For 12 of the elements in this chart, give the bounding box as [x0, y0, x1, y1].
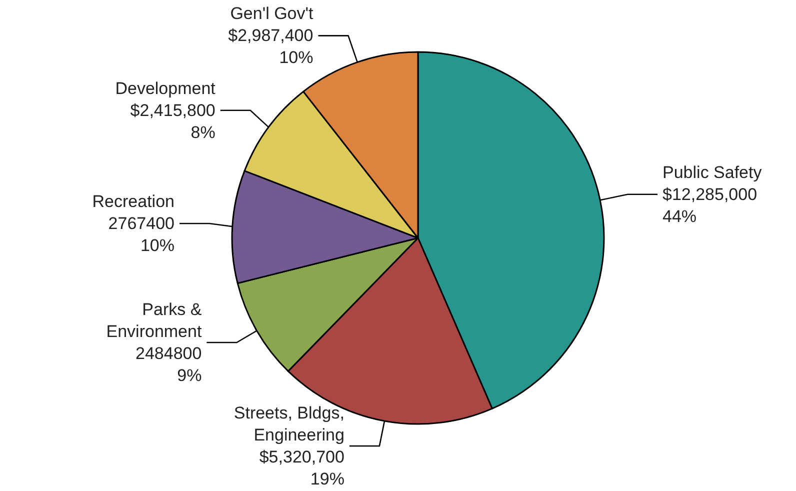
slice-label: Streets, Bldgs, Engineering	[234, 404, 344, 444]
slice-label: Public Safety	[662, 162, 762, 182]
data-label: 2484800 9%	[136, 344, 202, 386]
data-label: $5,320,700 19%	[259, 448, 344, 488]
data-label: $12,285,000 44%	[662, 184, 758, 226]
data-label: 2767400 10%	[108, 214, 174, 256]
data-label: $2,987,400 10%	[228, 26, 314, 68]
slice-label: Parks & Environment	[106, 300, 202, 342]
slice-label: Recreation	[92, 192, 174, 212]
slice-label: Gen'l Gov't	[230, 4, 314, 24]
slice-label: Development	[115, 78, 216, 98]
data-label: $2,415,800 8%	[130, 100, 216, 142]
